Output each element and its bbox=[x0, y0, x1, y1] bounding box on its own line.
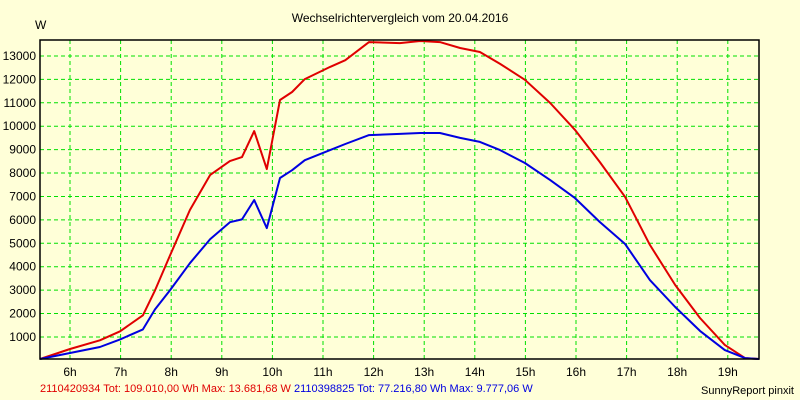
x-tick-label: 16h bbox=[566, 365, 586, 379]
data-series bbox=[39, 40, 760, 360]
x-tick-label: 7h bbox=[114, 365, 127, 379]
x-tick-label: 9h bbox=[215, 365, 228, 379]
y-axis-ticks: 1000 2000 3000 4000 5000 6000 7000 8000 9000 1000… bbox=[3, 49, 37, 344]
x-tick-label: 13h bbox=[414, 365, 434, 379]
legend: 2110420934 Tot: 109.010,00 Wh Max: 13.68… bbox=[40, 383, 533, 395]
legend-series-1: 2110420934 Tot: 109.010,00 Wh Max: 13.68… bbox=[40, 383, 291, 395]
y-tick-label: 7000 bbox=[9, 189, 36, 203]
chart-title: Wechselrichtervergleich vom 20.04.2016 bbox=[291, 11, 509, 25]
x-tick-label: 19h bbox=[718, 365, 738, 379]
x-tick-label: 11h bbox=[313, 365, 332, 379]
x-tick-label: 17h bbox=[617, 365, 637, 379]
y-tick-label: 13000 bbox=[3, 49, 37, 63]
y-tick-label: 5000 bbox=[9, 236, 36, 250]
series-line-1 bbox=[39, 40, 760, 360]
y-tick-label: 2000 bbox=[9, 307, 36, 321]
x-tick-label: 8h bbox=[165, 365, 178, 379]
y-axis-unit: W bbox=[35, 18, 47, 32]
y-tick-label: 3000 bbox=[9, 283, 36, 297]
x-tick-label: 14h bbox=[465, 365, 485, 379]
x-tick-label: 12h bbox=[364, 365, 384, 379]
grid-lines bbox=[40, 40, 759, 359]
y-tick-label: 1000 bbox=[9, 330, 36, 344]
x-tick-label: 10h bbox=[262, 365, 282, 379]
x-axis-ticks: 6h 7h 8h 9h 10h 11h 12h 13h 14h 15h 16h 17h 18h 19h bbox=[63, 365, 737, 379]
y-tick-label: 12000 bbox=[3, 72, 37, 86]
y-tick-label: 4000 bbox=[9, 260, 36, 274]
legend-series-2: 2110398825 Tot: 77.216,80 Wh Max: 9.777,… bbox=[294, 383, 533, 395]
y-tick-label: 8000 bbox=[9, 166, 36, 180]
x-tick-label: 15h bbox=[515, 365, 535, 379]
y-tick-label: 9000 bbox=[9, 143, 36, 157]
series-line-2 bbox=[39, 132, 760, 360]
x-tick-label: 6h bbox=[63, 365, 76, 379]
y-tick-label: 6000 bbox=[9, 213, 36, 227]
x-tick-label: 18h bbox=[667, 365, 687, 379]
credit-label: SunnyReport pinxit bbox=[701, 385, 794, 397]
y-tick-label: 11000 bbox=[4, 96, 37, 110]
plot-frame bbox=[39, 39, 760, 360]
y-tick-label: 10000 bbox=[3, 119, 37, 133]
